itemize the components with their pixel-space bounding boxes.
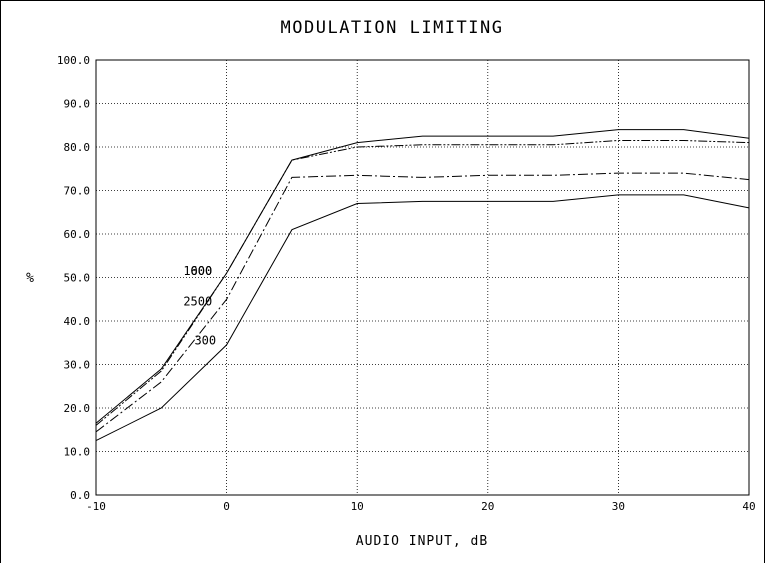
curve-label-1000: 1000 [183, 264, 212, 278]
series-line-300 [95, 194, 750, 442]
y-tick-label: 20.0 [64, 402, 91, 415]
x-tick-labels: -10 0 10 20 30 40 [86, 500, 756, 513]
y-tick-label: 90.0 [64, 98, 91, 111]
x-tick-label: 20 [481, 500, 494, 513]
x-tick-label: 0 [223, 500, 230, 513]
x-tick-label: 30 [612, 500, 625, 513]
grid-lines [96, 60, 749, 495]
curve-label-600: 600 [191, 264, 213, 278]
curve-label-2500: 2500 [183, 294, 212, 308]
y-tick-labels: 0.0 10.0 20.0 30.0 40.0 50.0 60.0 70.0 80.0 90.0 1… [57, 54, 90, 502]
x-axis-label: AUDIO INPUT, dB [356, 534, 488, 549]
y-tick-label: 0.0 [70, 489, 90, 502]
y-tick-label: 80.0 [64, 141, 91, 154]
series-line-600 [95, 140, 750, 426]
series-lines [95, 129, 750, 442]
chart-title: MODULATION LIMITING [281, 18, 504, 38]
x-tick-label: 40 [742, 500, 755, 513]
curve-label-300: 300 [194, 334, 216, 348]
series-line-2500 [95, 172, 750, 433]
x-tick-label: -10 [86, 500, 106, 513]
y-tick-label: 50.0 [64, 272, 91, 285]
x-tick-label: 10 [351, 500, 364, 513]
y-tick-label: 100.0 [57, 54, 90, 67]
y-tick-label: 40.0 [64, 315, 91, 328]
y-axis-label: % [26, 271, 34, 286]
y-tick-label: 70.0 [64, 185, 91, 198]
y-tick-label: 10.0 [64, 446, 91, 459]
y-tick-label: 30.0 [64, 359, 91, 372]
y-tick-label: 60.0 [64, 228, 91, 241]
